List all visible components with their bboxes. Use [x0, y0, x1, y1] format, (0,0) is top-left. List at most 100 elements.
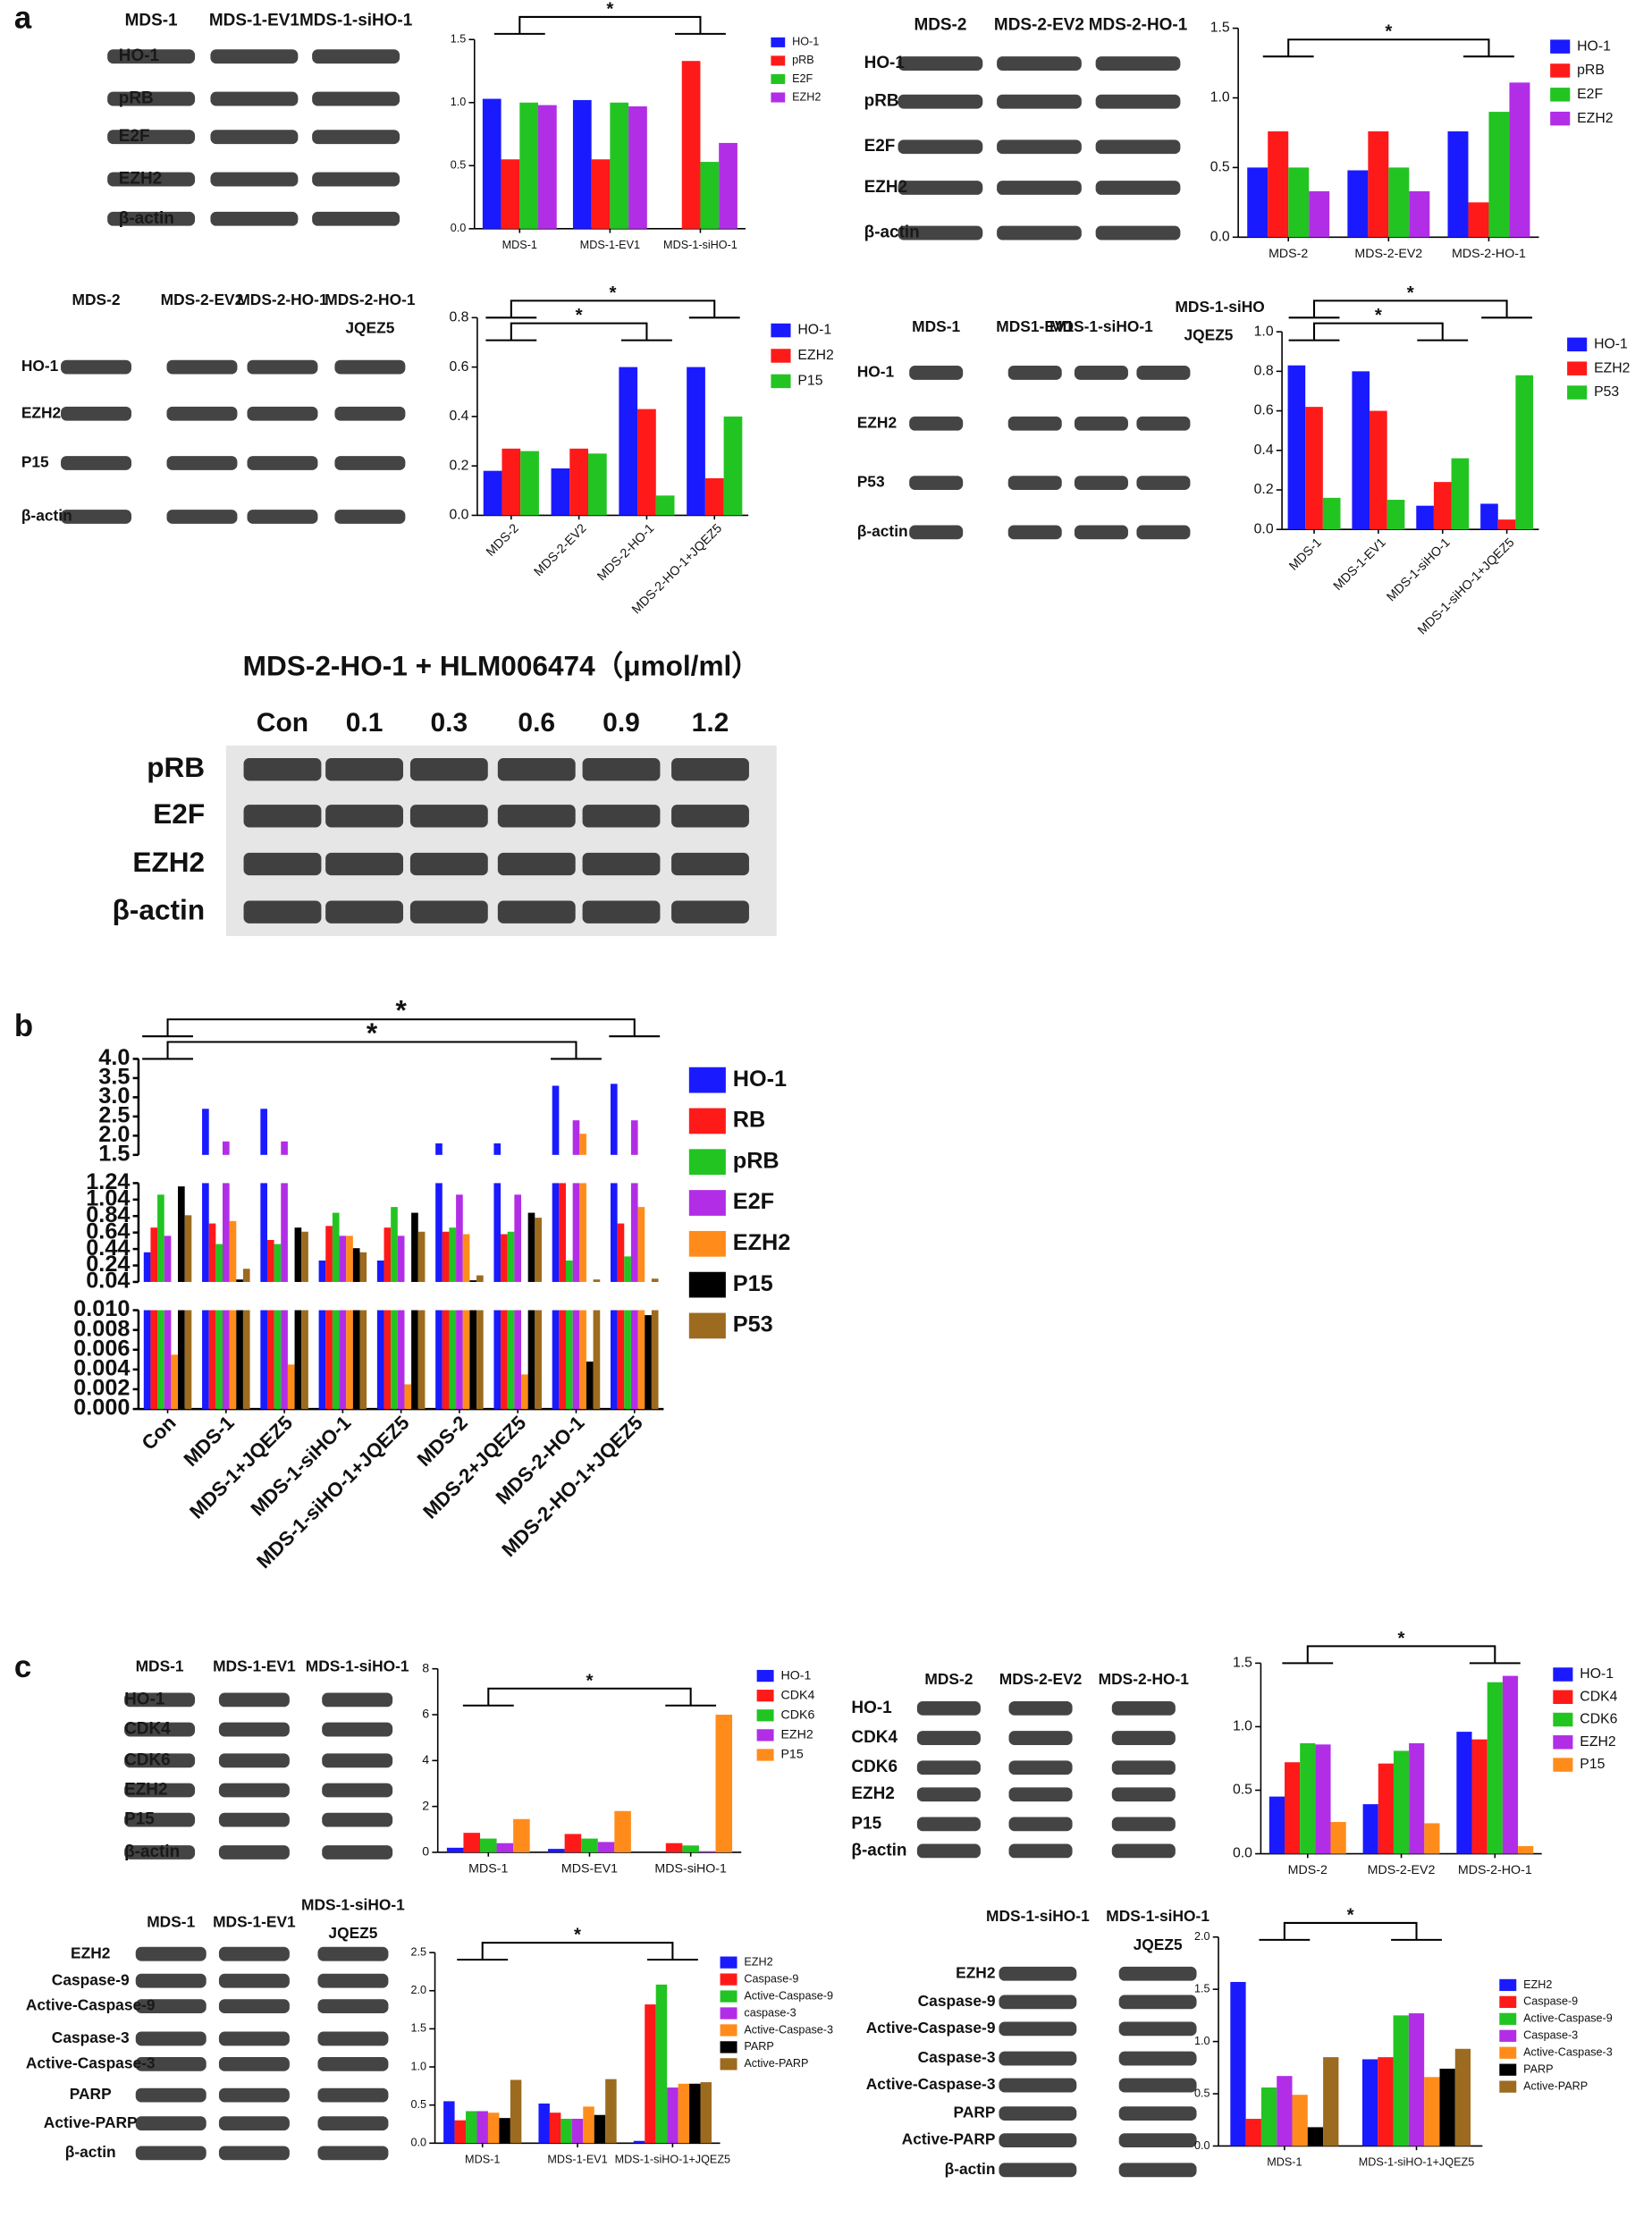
blot-band — [124, 1783, 196, 1798]
significance-star: * — [367, 1016, 378, 1049]
bar — [1309, 190, 1330, 238]
bar — [442, 1310, 450, 1410]
significance-star: * — [574, 1925, 581, 1945]
y-tick-label: 0.6 — [449, 359, 468, 375]
bar — [287, 1364, 295, 1410]
blot-band — [1008, 1787, 1073, 1802]
lane-label: JQEZ5 — [1134, 1935, 1183, 1953]
lane-label: MDS-1 — [912, 317, 960, 335]
bar — [274, 1244, 282, 1282]
lane-label: MDS-1-siHO-1 — [1049, 317, 1153, 335]
bar — [376, 1310, 384, 1410]
bar — [215, 1244, 223, 1282]
row-label: EZH2 — [132, 846, 205, 878]
blot-band — [334, 359, 406, 375]
blot-band — [909, 476, 964, 490]
y-tick-label: 1.0 — [411, 2060, 427, 2072]
bar — [579, 1183, 586, 1282]
bar — [411, 1310, 418, 1410]
bar — [514, 1194, 522, 1282]
bar — [560, 2119, 572, 2144]
blot-band — [218, 2146, 290, 2161]
blot-band — [909, 416, 964, 431]
y-tick-label: 0.64 — [86, 1219, 130, 1244]
y-tick-label: 1.5 — [411, 2022, 427, 2035]
bar — [208, 1310, 216, 1410]
blot-band — [218, 1946, 290, 1961]
blot-band — [135, 2116, 206, 2131]
legend-swatch — [720, 2007, 738, 2020]
significance-bracket — [142, 1018, 661, 1038]
legend-label: caspase-3 — [744, 2006, 796, 2019]
blot-band — [1118, 1995, 1197, 2010]
y-tick-label: 1.0 — [1194, 2035, 1210, 2047]
legend-swatch — [688, 1312, 726, 1339]
legend-label: EZH2 — [1580, 1734, 1615, 1750]
legend-label: P15 — [1580, 1757, 1605, 1772]
blot-band — [218, 1812, 290, 1827]
bar — [417, 1310, 426, 1410]
row-label: β-actin — [851, 1841, 906, 1860]
bar — [614, 1810, 631, 1852]
row-label: β-actin — [65, 2143, 116, 2161]
row-label: β-actin — [21, 507, 72, 525]
legend-label: Caspase-3 — [1523, 2029, 1578, 2042]
bar — [391, 1310, 398, 1410]
blot-band — [1111, 1700, 1176, 1716]
y-tick-label: 0.04 — [86, 1269, 130, 1294]
blot-band — [322, 1783, 393, 1798]
bar — [501, 159, 520, 229]
significance-bracket — [457, 1942, 698, 1961]
blot-band — [1007, 476, 1062, 490]
bar — [463, 1833, 481, 1852]
bar — [325, 1226, 333, 1282]
blot-band — [218, 2087, 290, 2103]
bar — [260, 1183, 267, 1282]
blot-band — [582, 758, 661, 781]
blot-band — [210, 91, 299, 106]
x-tick-label: MDS-1 — [468, 1862, 508, 1876]
bar — [236, 1279, 243, 1282]
legend-label: PARP — [1523, 2063, 1553, 2076]
y-tick-label: 2 — [422, 1799, 429, 1813]
bar — [1268, 131, 1289, 238]
bar — [678, 2083, 690, 2144]
bar — [150, 1227, 158, 1282]
legend-label: CDK4 — [1580, 1689, 1617, 1704]
bar — [610, 1310, 618, 1410]
bar — [605, 2079, 617, 2144]
blot-band — [135, 2056, 206, 2071]
blot-band — [1136, 416, 1191, 431]
bar — [591, 159, 611, 229]
bar — [1468, 202, 1489, 238]
bar — [359, 1310, 367, 1410]
blot-band — [997, 56, 1082, 71]
blot-band — [1007, 525, 1062, 540]
significance-bracket — [1262, 38, 1514, 58]
blot-band — [409, 805, 488, 828]
y-tick-label: 1.0 — [1254, 324, 1274, 339]
legend-label: Active-Caspase-3 — [1523, 2046, 1613, 2059]
legend-swatch — [1499, 2080, 1517, 2093]
lane-label: MDS-1-siHO-1 — [306, 1657, 409, 1675]
bar — [633, 2140, 645, 2144]
bar — [1285, 1762, 1301, 1854]
lane-label: MDS-2-HO-1 — [324, 291, 416, 308]
legend-label: E2F — [733, 1189, 774, 1214]
x-tick-label: MDS-2 — [1268, 247, 1308, 261]
blot-band — [1118, 2051, 1197, 2066]
blot-band — [124, 1692, 196, 1708]
x-tick-label: MDS-1-siHO-1+JQEZ5 — [615, 2154, 730, 2166]
blot-band — [898, 94, 983, 109]
blot-band — [497, 852, 576, 876]
bar — [346, 1236, 353, 1282]
blot-band — [243, 805, 322, 828]
blot-band — [1118, 2021, 1197, 2037]
blot-band — [166, 359, 238, 375]
bar — [1352, 371, 1370, 530]
row-label: P15 — [21, 453, 49, 471]
blot-band — [582, 852, 661, 876]
bar — [610, 1084, 618, 1155]
legend-swatch — [1553, 1758, 1573, 1772]
